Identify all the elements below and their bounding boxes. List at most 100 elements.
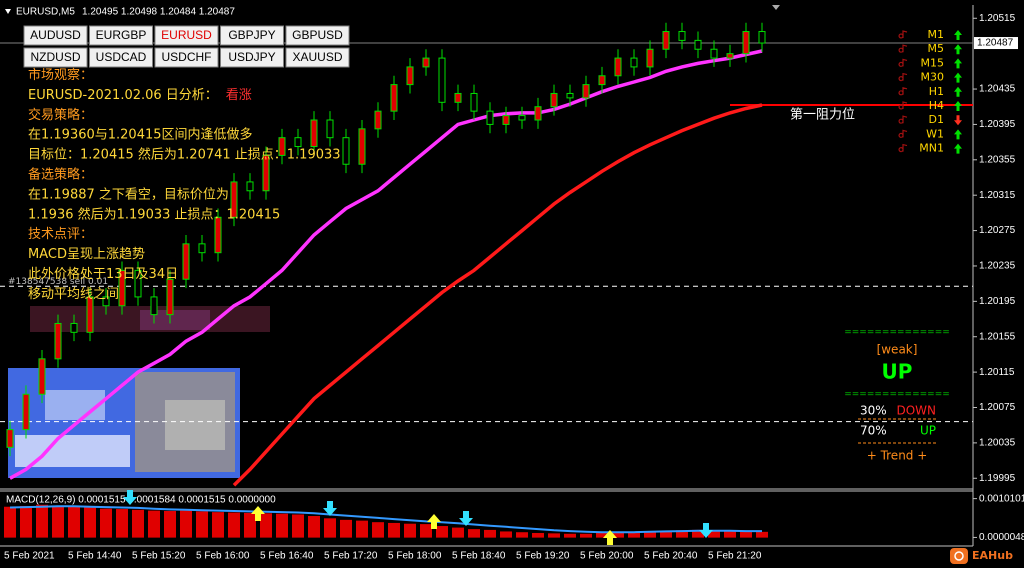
candle-body bbox=[326, 119, 334, 139]
timeframe-name: M30 bbox=[921, 71, 945, 84]
up-percent: 70% bbox=[860, 424, 887, 438]
logo-glyph bbox=[954, 551, 964, 561]
macd-bar bbox=[596, 532, 608, 538]
button-label[interactable]: USDCAD bbox=[96, 50, 147, 64]
button-label[interactable]: NZDUSD bbox=[31, 50, 81, 64]
symbol-info: EURUSD,M5 bbox=[16, 7, 75, 18]
up-arrow bbox=[954, 86, 962, 97]
macd-bar bbox=[260, 513, 272, 538]
candle-body bbox=[566, 92, 574, 99]
button-face[interactable] bbox=[23, 47, 88, 68]
trend-direction: UP bbox=[882, 360, 913, 384]
button-face[interactable] bbox=[285, 47, 350, 68]
button-face[interactable] bbox=[154, 47, 219, 68]
symbol-button[interactable]: USDCHF bbox=[154, 47, 219, 68]
button-face[interactable] bbox=[23, 25, 88, 46]
up-arrow bbox=[954, 101, 962, 111]
button-label[interactable]: USDJPY bbox=[228, 50, 275, 64]
candle-body bbox=[422, 57, 430, 68]
button-face[interactable] bbox=[220, 47, 284, 68]
button-face[interactable] bbox=[89, 25, 153, 46]
macd-bar bbox=[4, 506, 16, 538]
macd-bar bbox=[84, 507, 96, 538]
timeframe-name: M5 bbox=[928, 42, 945, 55]
symbol-button[interactable]: GBPUSD bbox=[285, 25, 350, 46]
logo-icon bbox=[950, 548, 968, 564]
analysis-line: 此外价格处于13日及34日 bbox=[28, 266, 178, 282]
candle-body bbox=[294, 137, 302, 148]
symbol-button[interactable]: USDJPY bbox=[220, 47, 284, 68]
candle-body bbox=[278, 137, 286, 156]
up-arrow bbox=[954, 72, 962, 83]
candle-body bbox=[102, 296, 110, 307]
button-label[interactable]: GBPJPY bbox=[228, 28, 275, 42]
symbol-button[interactable]: USDCAD bbox=[89, 47, 153, 68]
candle-body bbox=[374, 110, 382, 130]
symbol-button[interactable]: GBPJPY bbox=[220, 25, 284, 46]
x-tick-label: 5 Feb 14:40 bbox=[68, 551, 122, 562]
divider: ============== bbox=[844, 390, 950, 400]
symbol-button[interactable]: EURUSD bbox=[154, 25, 219, 46]
button-label[interactable]: USDCHF bbox=[162, 50, 212, 64]
button-face[interactable] bbox=[89, 47, 153, 68]
candle-body bbox=[406, 66, 414, 86]
macd-bar bbox=[68, 506, 80, 538]
analysis-text: 备选策略： bbox=[28, 166, 93, 182]
x-tick-label: 5 Feb 20:40 bbox=[644, 551, 698, 562]
y-tick-label: 1.20235 bbox=[979, 261, 1016, 272]
button-label[interactable]: EURUSD bbox=[161, 28, 212, 42]
symbol-button[interactable]: XAUUSD bbox=[285, 47, 350, 68]
macd-bar bbox=[340, 519, 352, 538]
symbol-button[interactable]: AUDUSD bbox=[23, 25, 88, 46]
candle-body bbox=[230, 181, 238, 218]
y-tick-label: 0.0000048 bbox=[979, 532, 1024, 543]
analysis-line: 移动平均线之间 bbox=[28, 286, 119, 301]
button-label[interactable]: EURGBP bbox=[96, 28, 147, 42]
y-tick-label: 1.20115 bbox=[979, 367, 1015, 378]
macd-bar bbox=[420, 524, 432, 538]
timeframe-name: H1 bbox=[929, 85, 944, 98]
macd-bar bbox=[180, 510, 192, 538]
button-label[interactable]: XAUUSD bbox=[292, 50, 342, 64]
divider: ============== bbox=[844, 328, 950, 338]
symbol-button[interactable]: EURGBP bbox=[89, 25, 153, 46]
symbol-button[interactable]: NZDUSD bbox=[23, 47, 88, 68]
x-tick-label: 5 Feb 16:40 bbox=[260, 551, 314, 562]
price-box bbox=[974, 37, 1018, 50]
macd-bar bbox=[196, 511, 208, 538]
macd-bar bbox=[324, 518, 336, 538]
macd-panel: 0.0010101 0.0000048 MACD(12,26,9) 0.000151… bbox=[4, 493, 1024, 543]
macd-bar bbox=[404, 523, 416, 538]
candle-body bbox=[470, 92, 478, 112]
macd-bar bbox=[580, 533, 592, 538]
macd-bar bbox=[548, 533, 560, 538]
candle-body bbox=[134, 269, 142, 298]
menu-arrow[interactable] bbox=[5, 9, 11, 14]
button-face[interactable] bbox=[154, 25, 219, 46]
x-tick-label: 5 Feb 2021 bbox=[4, 551, 55, 562]
macd-bar bbox=[212, 512, 224, 538]
macd-bar bbox=[516, 532, 528, 538]
candle-body bbox=[534, 106, 542, 121]
macd-bar bbox=[644, 531, 656, 538]
candle-body bbox=[726, 53, 734, 59]
macd-bar bbox=[52, 505, 64, 538]
macd-bar bbox=[292, 514, 304, 538]
button-label[interactable]: GBPUSD bbox=[292, 28, 343, 42]
alert-icon bbox=[898, 30, 908, 39]
candle-body bbox=[22, 393, 30, 431]
sell-arrow bbox=[459, 511, 473, 526]
button-face[interactable] bbox=[285, 25, 350, 46]
up-arrow bbox=[954, 30, 962, 40]
button-label[interactable]: AUDUSD bbox=[30, 28, 81, 42]
button-face[interactable] bbox=[220, 25, 284, 46]
macd-bar bbox=[132, 509, 144, 538]
blur-box bbox=[45, 390, 105, 420]
sell-arrow bbox=[323, 501, 337, 516]
macd-bar bbox=[532, 532, 544, 538]
candle-body bbox=[550, 92, 558, 108]
x-tick-label: 5 Feb 15:20 bbox=[132, 551, 186, 562]
sell-arrow bbox=[699, 523, 713, 538]
y-tick-label: 1.20315 bbox=[979, 190, 1016, 201]
